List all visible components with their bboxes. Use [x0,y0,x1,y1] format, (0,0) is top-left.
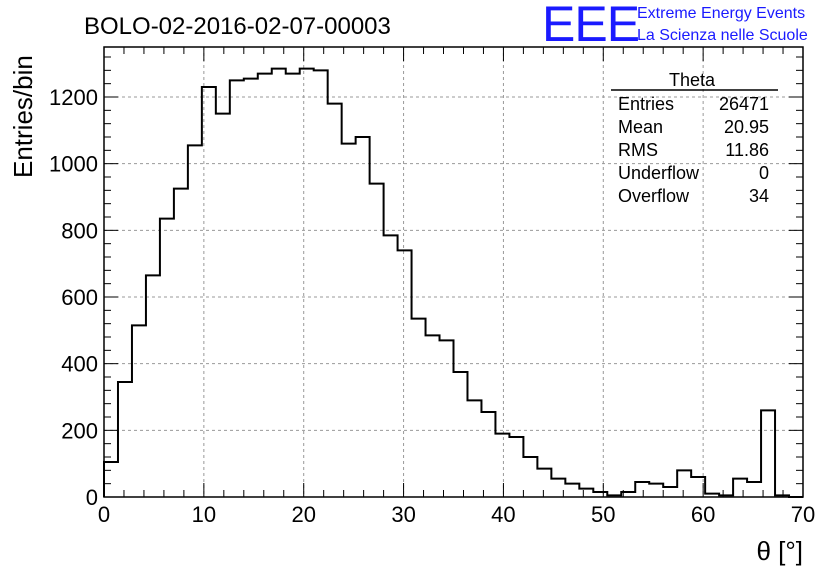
histogram-bin [426,335,440,497]
stats-box-name: Theta [669,70,716,90]
eee-logo-line2: La Scienza nelle Scuole [637,27,808,44]
histogram-bin [649,484,663,497]
histogram-bin [216,114,230,497]
x-tick-label: 30 [391,502,415,527]
stats-value: 0 [759,163,769,183]
histogram-bin [244,79,258,497]
histogram-bin [370,184,384,497]
plot-frame [103,46,804,498]
histogram-bin [509,437,523,497]
stats-label: Overflow [618,186,690,206]
x-tick-label: 50 [591,502,615,527]
histogram-bin [537,469,551,497]
x-tick-label: 40 [491,502,515,527]
histogram-bin [495,434,509,497]
y-tick-label: 600 [61,285,98,310]
histogram-bin [132,325,146,497]
eee-logo-line1: Extreme Energy Events [637,5,805,22]
histogram-bin [440,340,454,497]
histogram-bin [202,87,216,497]
histogram-bin [342,144,356,497]
histogram-bin [286,74,300,497]
histogram-bin [691,477,705,497]
x-tick-label: 60 [691,502,715,527]
stats-label: Mean [618,117,663,137]
histogram-bin [454,372,468,497]
histogram-bin [635,482,649,497]
stats-rows: Entries 26471 Mean 20.95 RMS 11.86 Underflow 0 O… [618,94,769,206]
y-tick-label: 400 [61,352,98,377]
histogram-bin [146,275,160,497]
x-tick-label: 10 [192,502,216,527]
stats-label: RMS [618,140,658,160]
stats-value: 26471 [719,94,769,114]
histogram-bin [677,470,691,497]
histogram-bin [551,479,565,497]
histogram-bin [328,104,342,497]
histogram-bin [300,69,314,497]
grid-lines [104,47,803,497]
stats-value: 11.86 [725,140,769,160]
histogram-bin [733,479,747,497]
histogram-bin [272,69,286,497]
histogram-bin [174,189,188,497]
histogram-bin [523,457,537,497]
histogram-bin [160,219,174,497]
histogram-bin [481,412,495,497]
histogram-outline [103,67,803,498]
stats-value: 34 [749,186,769,206]
histogram-bin [412,319,426,497]
eee-logo: EEE Extreme Energy Events La Scienza nel… [542,0,808,52]
histogram-bin [565,484,579,497]
x-tick-labels: 0 10 20 30 40 50 60 70 [98,502,815,527]
x-axis-title: θ [°] [756,536,803,566]
y-tick-label: 1000 [49,152,98,177]
stats-label: Underflow [618,163,700,183]
y-tick-label: 0 [86,485,98,510]
stats-value: 20.95 [724,117,769,137]
stats-label: Entries [618,94,674,114]
chart-title: BOLO-02-2016-02-07-00003 [84,13,391,40]
histogram-bin [663,487,677,497]
histogram-bin [230,80,244,497]
x-tick-label: 70 [791,502,815,527]
histogram-bin [579,489,593,497]
histogram-bin [188,145,202,497]
y-axis-title: Entries/bin [8,55,38,178]
histogram-bin [398,250,412,497]
histogram-bin [467,400,481,497]
histogram-bin [356,137,370,497]
x-tick-label: 20 [291,502,315,527]
histogram-bin [104,462,118,497]
histogram-bin [747,482,761,497]
stats-box: Theta Entries 26471 Mean 20.95 RMS 11.86 Under… [611,70,778,206]
histogram-bins [103,67,803,498]
histogram-bin [314,70,328,497]
histogram-bin [118,382,132,497]
histogram-bin [761,410,775,497]
eee-logo-mark: EEE [542,0,639,52]
y-tick-labels: 0 200 400 600 800 1000 1200 [49,85,98,510]
histogram-bin [258,74,272,497]
x-tick-label: 0 [98,502,110,527]
y-tick-label: 200 [61,418,98,443]
y-tick-label: 800 [61,218,98,243]
histogram-bin [384,235,398,497]
y-tick-label: 1200 [49,85,98,110]
